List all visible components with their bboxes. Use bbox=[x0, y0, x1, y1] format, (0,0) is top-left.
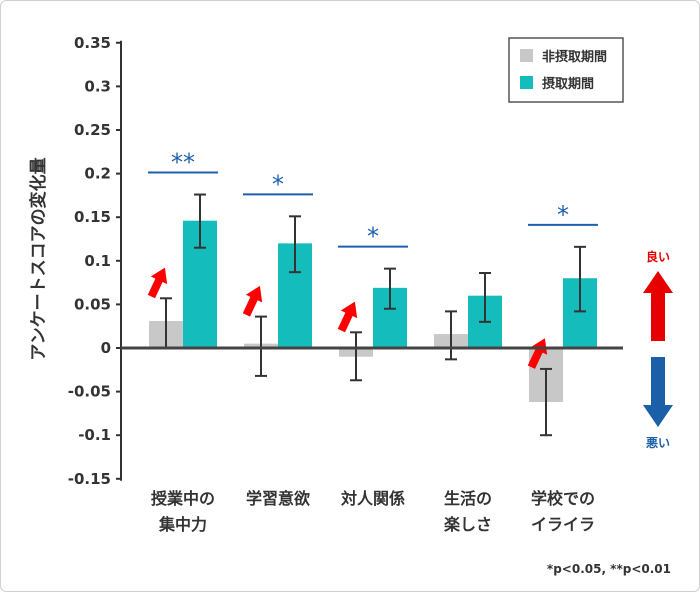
x-tick-label: イライラ bbox=[531, 515, 595, 534]
legend bbox=[508, 37, 624, 103]
x-tick-label: 学習意欲 bbox=[246, 489, 310, 508]
up-arrow-icon bbox=[527, 338, 548, 369]
bad-label: 悪い bbox=[646, 436, 670, 450]
y-tick-label: 0 bbox=[101, 339, 111, 357]
up-arrow-icon bbox=[147, 267, 168, 299]
x-tick-label: 学校での bbox=[531, 489, 595, 508]
x-tick-label: 生活の bbox=[444, 489, 492, 508]
good-label: 良い bbox=[646, 249, 670, 264]
significance-marker: * bbox=[272, 170, 284, 198]
x-tick-label: 授業中の bbox=[151, 489, 215, 508]
legend-swatch bbox=[520, 76, 533, 89]
y-tick-label: -0.15 bbox=[68, 470, 111, 488]
y-axis-label: アンケートスコアの変化量 bbox=[28, 157, 49, 360]
y-tick-label: 0.05 bbox=[74, 295, 111, 313]
y-tick-label: 0.15 bbox=[74, 208, 111, 226]
y-tick-label: 0.25 bbox=[74, 121, 111, 139]
good-arrow-icon bbox=[643, 271, 673, 341]
legend-label: 非摂取期間 bbox=[542, 49, 607, 65]
y-tick-label: 0.2 bbox=[84, 165, 111, 183]
y-tick-label: -0.05 bbox=[68, 383, 111, 401]
significance-marker: * bbox=[367, 223, 379, 251]
x-tick-label: 楽しさ bbox=[443, 515, 492, 534]
footnote: *p<0.05, **p<0.01 bbox=[547, 562, 671, 576]
y-tick-label: 0.35 bbox=[74, 34, 111, 52]
up-arrow-icon bbox=[337, 301, 358, 333]
y-tick-label: 0.1 bbox=[84, 252, 111, 270]
legend-label: 摂取期間 bbox=[542, 76, 594, 92]
y-tick-label: -0.1 bbox=[78, 426, 111, 444]
legend-swatch bbox=[520, 49, 533, 62]
up-arrow-icon bbox=[242, 285, 263, 317]
x-tick-label: 集中力 bbox=[158, 515, 207, 534]
significance-marker: ** bbox=[171, 149, 195, 177]
y-tick-label: 0.3 bbox=[84, 77, 111, 95]
significance-marker: * bbox=[557, 201, 569, 229]
x-tick-label: 対人関係 bbox=[340, 489, 405, 508]
bad-arrow-icon bbox=[643, 357, 673, 427]
